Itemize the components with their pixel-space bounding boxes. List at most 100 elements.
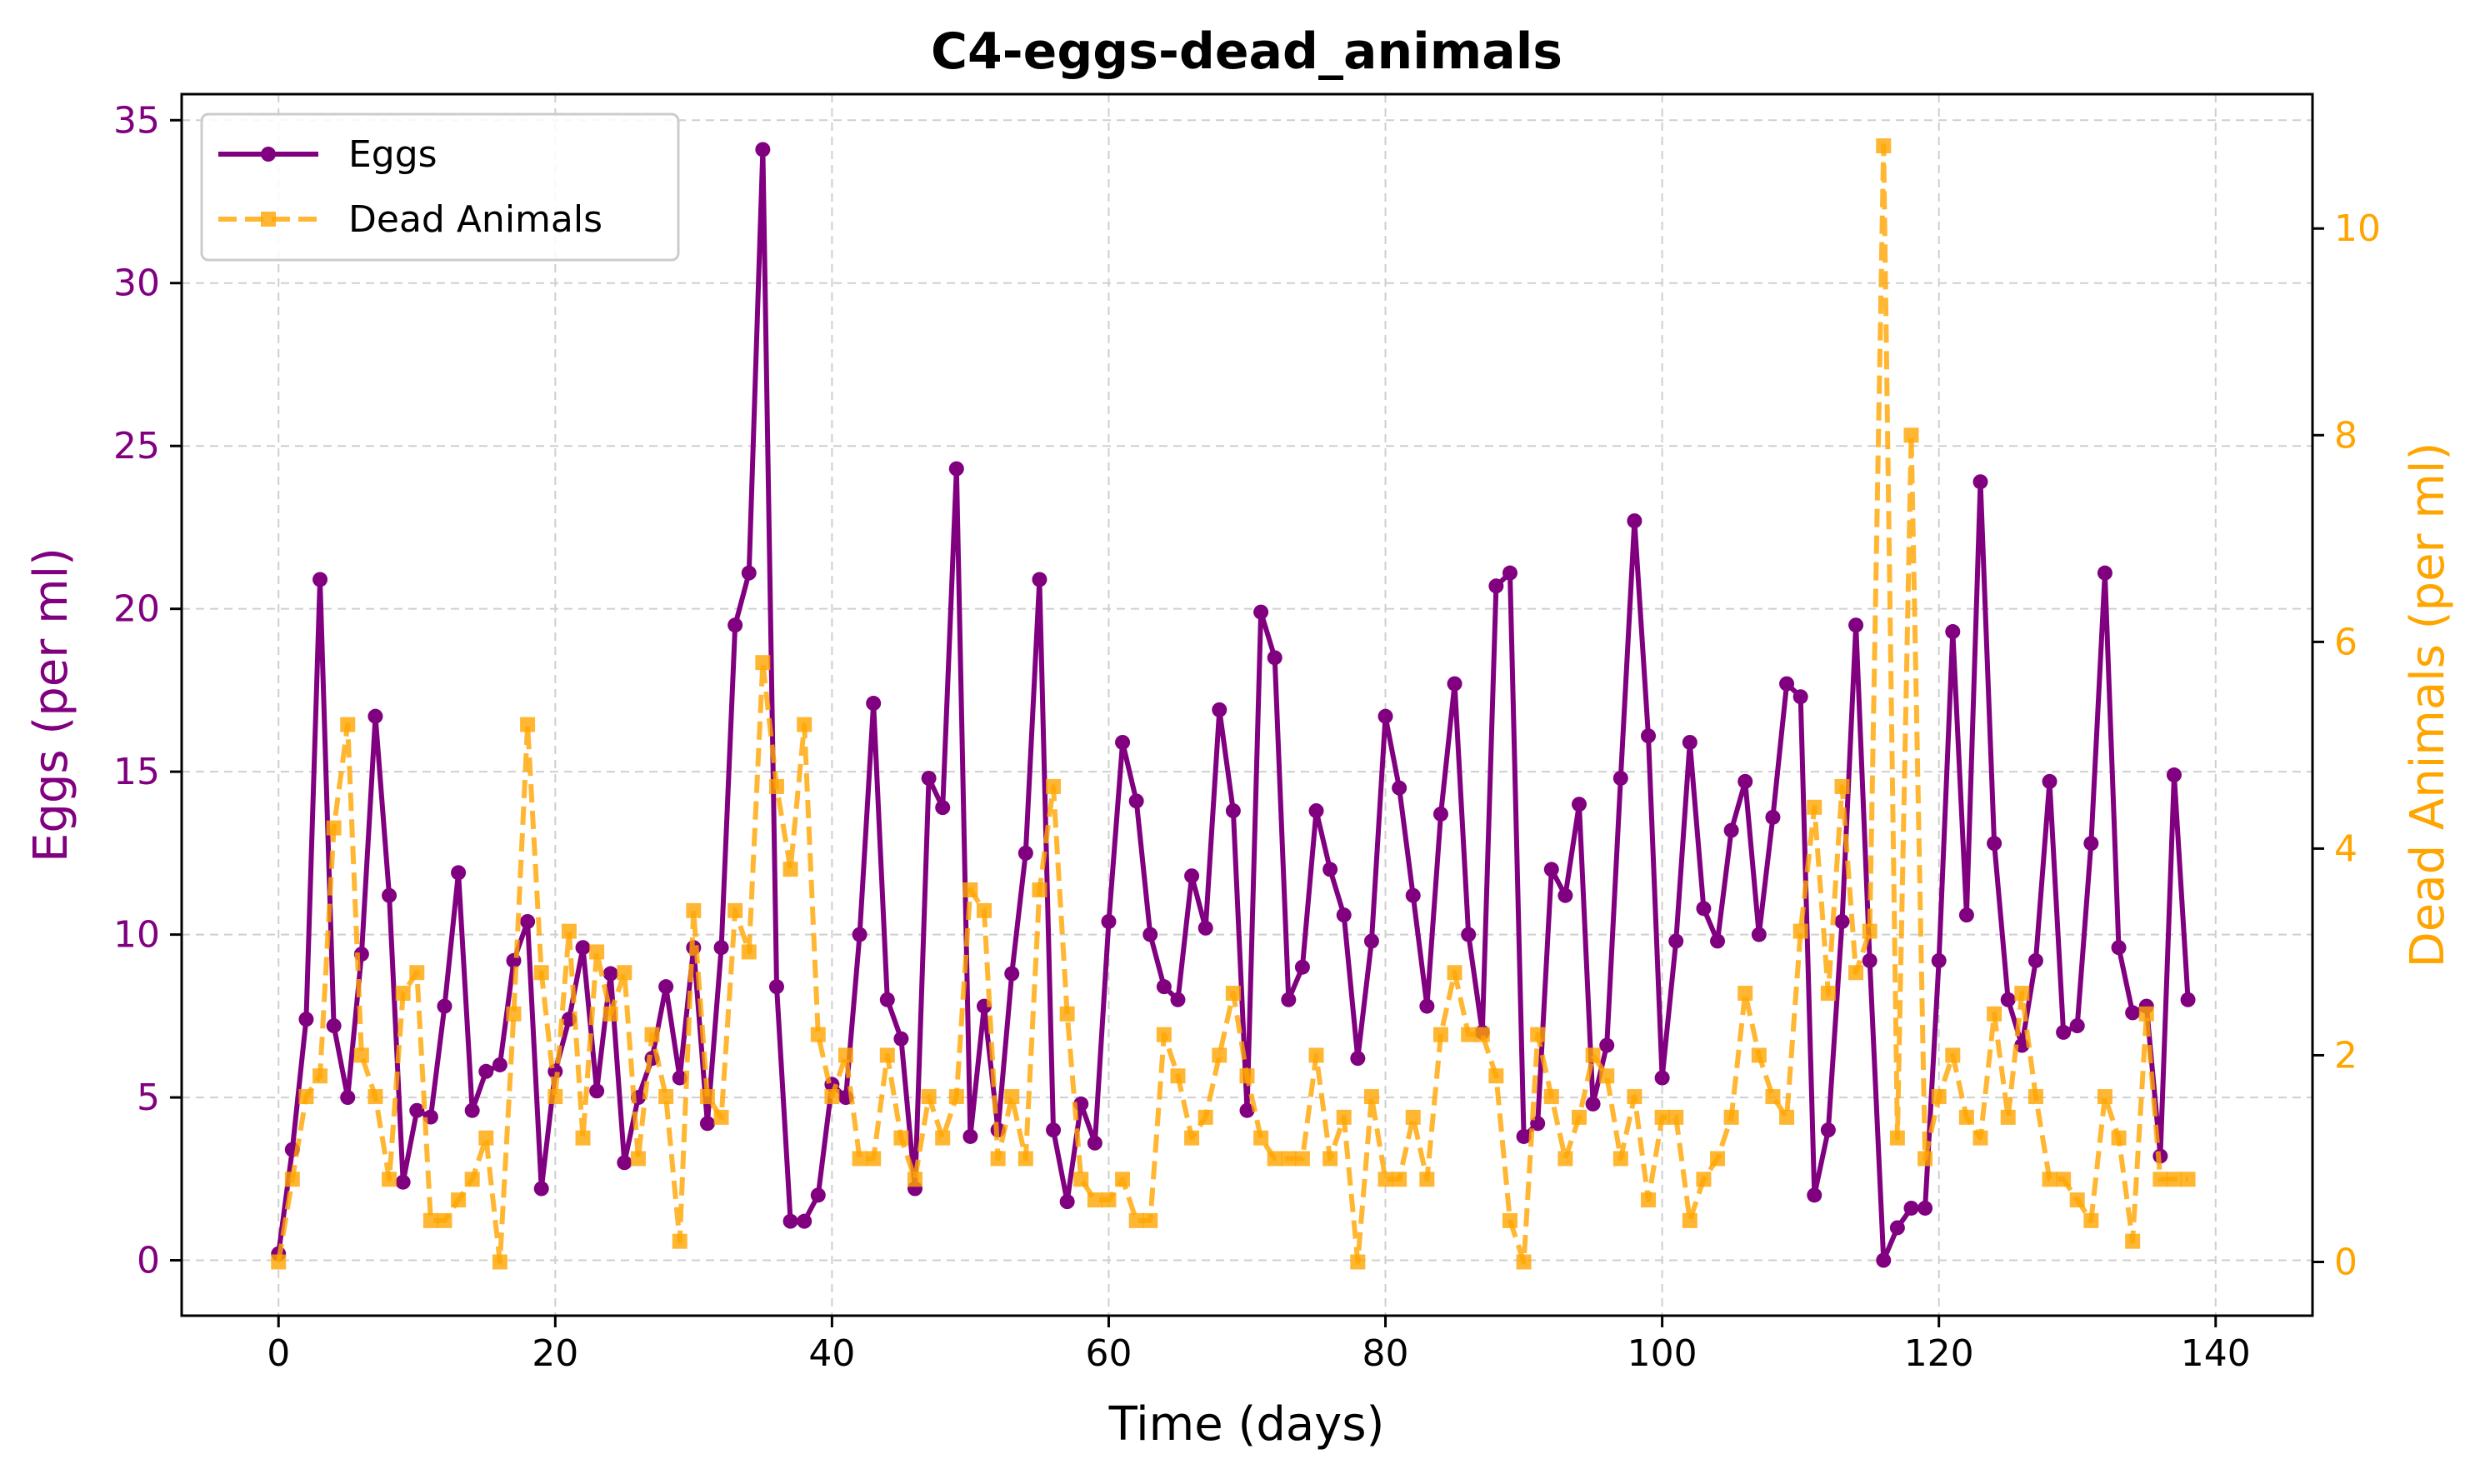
eggs-point	[1156, 979, 1172, 995]
dead-animals-point	[575, 1130, 591, 1146]
dead-animals-point	[1322, 1151, 1338, 1167]
dead-animals-point	[1516, 1254, 1532, 1270]
dead-animals-point	[1738, 986, 1753, 1002]
eggs-point	[2180, 992, 2196, 1007]
dead-animals-point	[1184, 1130, 1200, 1146]
eggs-point	[1405, 887, 1421, 903]
eggs-point	[340, 1090, 356, 1106]
dead-animals-point	[1432, 1027, 1448, 1042]
dead-animals-point	[810, 1027, 826, 1042]
eggs-point	[617, 1155, 632, 1171]
dead-animals-point	[686, 902, 702, 918]
dead-animals-point	[1682, 1212, 1698, 1228]
eggs-point	[1447, 676, 1462, 692]
eggs-point	[1599, 1037, 1615, 1053]
dead-animals-point	[1723, 1109, 1739, 1125]
eggs-point	[755, 142, 771, 157]
eggs-point	[1682, 734, 1698, 750]
dead-animals-point	[2125, 1233, 2141, 1249]
dead-animals-point	[1350, 1254, 1366, 1270]
dead-animals-point	[1267, 1151, 1282, 1167]
eggs-point	[464, 1102, 480, 1118]
eggs-point	[409, 1102, 425, 1118]
eggs-point	[1571, 797, 1587, 812]
dead-animals-point	[340, 717, 356, 732]
eggs-point	[1336, 907, 1352, 923]
y-tick-label-right: 2	[2334, 1034, 2358, 1077]
eggs-point	[1627, 513, 1642, 529]
x-tick-label: 60	[1085, 1332, 1132, 1375]
eggs-point	[1350, 1051, 1366, 1067]
eggs-point	[1253, 604, 1269, 620]
dead-animals-point	[644, 1027, 660, 1042]
dead-animals-point	[353, 1047, 369, 1063]
dead-animals-point	[2111, 1130, 2127, 1146]
dead-animals-point	[1627, 1089, 1642, 1105]
dead-animals-point	[1558, 1151, 1573, 1167]
eggs-point	[1142, 927, 1158, 942]
dead-animals-point	[2056, 1172, 2072, 1187]
dead-animals-point	[1654, 1109, 1670, 1125]
dead-animals-point	[1945, 1047, 1961, 1063]
y-axis-label-right: Dead Animals (per ml)	[2401, 442, 2455, 968]
dead-animals-point	[284, 1172, 300, 1187]
dead-animals-point	[1115, 1172, 1131, 1187]
y-tick-label-left: 10	[113, 914, 160, 957]
eggs-point	[382, 887, 398, 903]
dead-animals-point	[1046, 778, 1062, 794]
dead-animals-point	[1059, 1006, 1075, 1022]
eggs-point	[1792, 689, 1808, 705]
eggs-point	[1972, 474, 1988, 490]
eggs-point	[935, 800, 951, 816]
series-layer	[271, 138, 2196, 1270]
eggs-point	[1918, 1200, 1933, 1216]
dead-animals-point	[382, 1172, 398, 1187]
eggs-point	[672, 1070, 688, 1086]
eggs-point	[2028, 952, 2043, 968]
dead-animals-point	[312, 1068, 328, 1084]
dead-animals-point	[1751, 1047, 1767, 1063]
dead-animals-point	[1931, 1089, 1947, 1105]
eggs-point	[1308, 803, 1324, 819]
dead-animals-point	[1198, 1109, 1213, 1125]
eggs-point	[1779, 676, 1795, 692]
dead-animals-point	[1073, 1172, 1089, 1187]
dead-animals-point	[2042, 1172, 2058, 1187]
eggs-point	[1834, 913, 1850, 929]
y-tick-label-right: 6	[2334, 621, 2358, 663]
eggs-point	[1294, 959, 1310, 975]
dead-animals-point	[921, 1089, 937, 1105]
plot-frame	[180, 92, 2314, 1317]
eggs-point	[879, 992, 895, 1007]
eggs-point	[326, 1018, 342, 1034]
dead-animals-point	[824, 1089, 840, 1105]
grid	[182, 94, 2312, 1316]
y-tick-label-left: 35	[113, 99, 160, 142]
eggs-point	[2097, 565, 2112, 581]
eggs-point	[1461, 927, 1477, 942]
dead-animals-point	[1239, 1068, 1255, 1084]
dead-animals-point	[1461, 1027, 1477, 1042]
dead-animals-point	[1599, 1068, 1615, 1084]
eggs-point	[575, 940, 591, 956]
eggs-point	[852, 927, 868, 942]
dead-animals-point	[506, 1006, 522, 1022]
dead-animals-point	[768, 778, 784, 794]
eggs-point	[1267, 650, 1282, 666]
eggs-point	[741, 565, 757, 581]
dead-animals-point	[1779, 1109, 1795, 1125]
dead-animals-point	[2152, 1172, 2168, 1187]
dead-animals-point	[908, 1172, 923, 1187]
legend: Eggs Dead Animals	[200, 112, 680, 262]
y-tick-label-left: 30	[113, 262, 160, 305]
dead-animals-point	[602, 1006, 618, 1022]
x-tick-label: 140	[2181, 1332, 2251, 1375]
dead-animals-point	[1972, 1130, 1988, 1146]
eggs-point	[1225, 803, 1241, 819]
dead-animals-point	[451, 1192, 467, 1208]
dead-animals-point	[409, 965, 425, 981]
dead-animals-point	[1792, 923, 1808, 939]
dead-animals-point	[1585, 1047, 1601, 1063]
dead-animals-point	[271, 1254, 287, 1270]
